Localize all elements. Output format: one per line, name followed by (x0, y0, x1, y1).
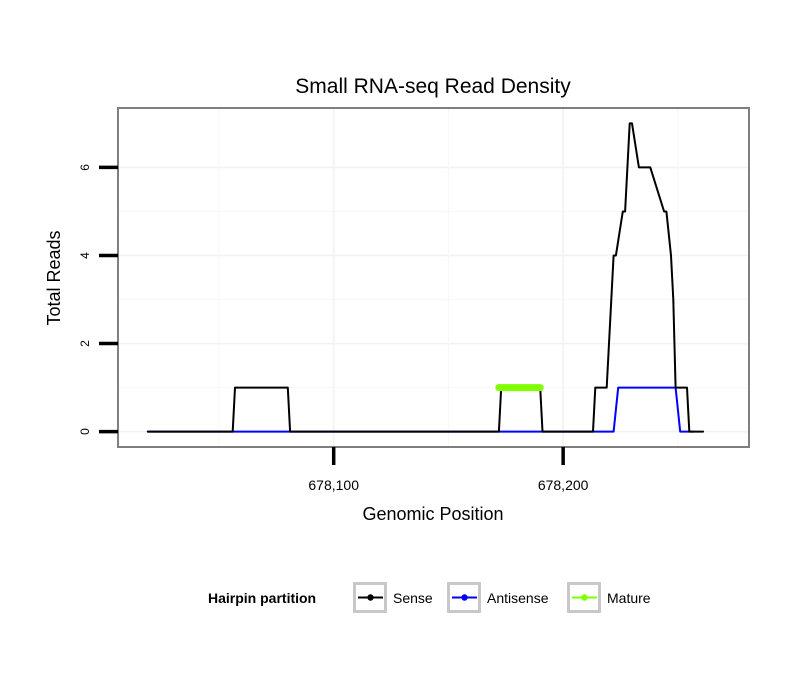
legend-key-point (461, 594, 468, 601)
legend-item-mature: Mature (567, 582, 651, 613)
chart-title: Small RNA-seq Read Density (295, 75, 571, 98)
legend: Hairpin partition Sense Antisense Mature (208, 582, 651, 613)
y-tick-label: 6 (78, 164, 92, 171)
plot-series (146, 122, 705, 433)
grid (118, 108, 749, 447)
plot-panel-border (117, 107, 750, 448)
legend-label: Sense (393, 590, 433, 606)
legend-label: Antisense (487, 590, 549, 606)
legend-title: Hairpin partition (208, 590, 316, 606)
legend-label: Mature (607, 590, 651, 606)
y-axis-label: Total Reads (44, 230, 64, 325)
y-tick-label: 0 (78, 428, 92, 435)
x-tick-label: 678,200 (538, 477, 589, 493)
x-tick-label: 678,100 (308, 477, 359, 493)
y-tick-label: 4 (78, 252, 92, 259)
legend-key-point (581, 594, 588, 601)
x-axis: 678,100 678,200 (308, 447, 589, 493)
y-tick-label: 2 (78, 340, 92, 347)
series-line-antisense (146, 386, 695, 433)
x-axis-label: Genomic Position (362, 504, 503, 524)
y-axis: 0 2 4 6 (78, 164, 118, 435)
legend-key-point (367, 594, 374, 601)
legend-item-antisense: Antisense (447, 582, 549, 613)
legend-item-sense: Sense (353, 582, 433, 613)
series-line-sense (146, 122, 705, 433)
